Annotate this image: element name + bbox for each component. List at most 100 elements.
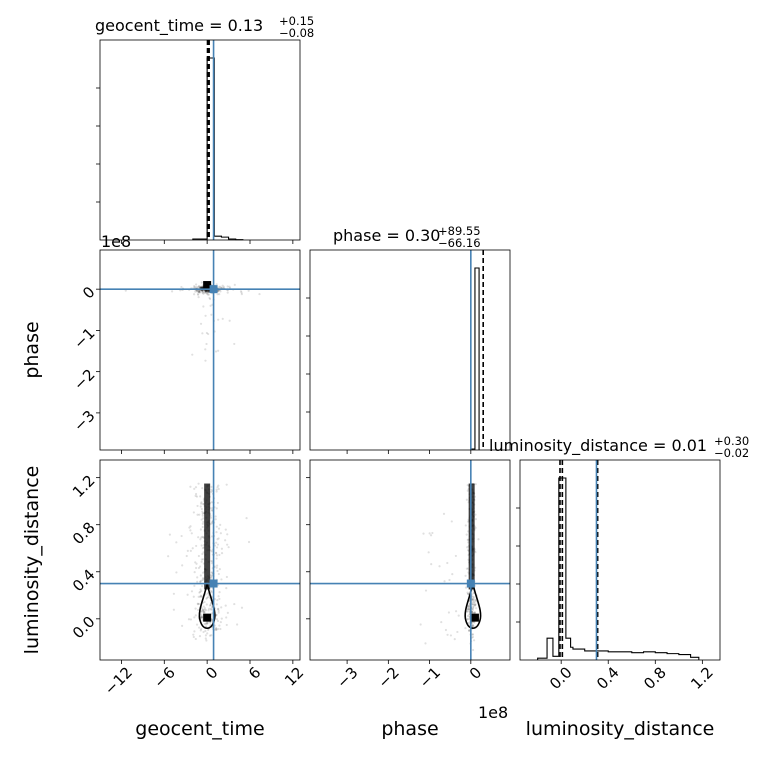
sample-point — [193, 285, 197, 289]
sample-point — [199, 588, 202, 591]
sample-point — [207, 293, 210, 296]
sample-point — [197, 554, 200, 558]
sample-point — [200, 616, 203, 619]
x-tick-label-geocent-time: −6 — [150, 663, 178, 691]
sample-point — [208, 604, 212, 607]
sample-point — [473, 603, 476, 607]
sample-point — [472, 596, 475, 599]
sample-point — [203, 291, 206, 294]
sample-point — [194, 566, 198, 570]
panel-phase-vs-luminosity-distance-frame — [309, 459, 511, 661]
sample-point — [200, 616, 203, 619]
sample-point — [199, 286, 202, 289]
sample-point — [215, 627, 218, 630]
sample-point — [427, 551, 430, 554]
sample-point — [467, 592, 470, 595]
sample-point — [465, 498, 468, 501]
sample-point — [197, 536, 200, 539]
x-tick-label-phase: −3 — [333, 663, 361, 691]
sample-point — [204, 289, 208, 293]
sample-point — [442, 512, 446, 515]
data-layer — [124, 57, 700, 660]
sample-point — [466, 617, 469, 621]
sample-point — [214, 350, 218, 353]
sample-point — [207, 290, 210, 294]
sample-point — [196, 504, 199, 508]
sample-point — [215, 525, 218, 528]
sample-point — [205, 291, 208, 294]
sample-point — [219, 627, 222, 631]
sample-point — [438, 565, 441, 568]
sample-point — [216, 608, 220, 611]
x-tick-label-geocent-time: −12 — [101, 663, 136, 698]
sample-point — [467, 592, 470, 596]
sample-point — [222, 285, 225, 288]
sample-point — [210, 522, 213, 525]
sample-point — [200, 507, 203, 511]
sample-point — [192, 635, 195, 639]
sample-point — [217, 349, 220, 352]
sample-point — [466, 610, 469, 613]
sample-point — [206, 622, 209, 625]
sample-point — [466, 549, 470, 552]
sample-point — [191, 353, 194, 356]
sample-point — [193, 630, 196, 633]
sample-point — [245, 517, 248, 520]
y-tick-label-phase: 0 — [79, 283, 98, 302]
sample-point — [175, 571, 178, 574]
sample-point — [471, 599, 474, 602]
sample-point — [215, 546, 219, 549]
sample-point — [197, 482, 200, 485]
sample-point — [211, 507, 214, 510]
sample-point — [454, 610, 458, 613]
sample-point — [471, 603, 475, 606]
x-tick-label-luminosity-distance: 0.0 — [546, 663, 576, 693]
sample-point — [205, 289, 208, 292]
x-tick-label-phase: −2 — [374, 663, 402, 691]
sample-point — [202, 605, 205, 608]
sample-point — [200, 614, 204, 618]
sample-point — [198, 291, 201, 294]
x-tick-label-geocent-time: 6 — [245, 663, 264, 682]
sample-point — [197, 290, 200, 294]
sample-point — [206, 621, 209, 624]
sample-point — [206, 592, 210, 595]
sample-point — [195, 285, 199, 289]
sample-point — [200, 281, 203, 284]
sample-point — [200, 613, 203, 616]
svg-text:−0.02: −0.02 — [714, 446, 749, 460]
sample-point — [172, 608, 175, 611]
sample-point — [201, 510, 204, 513]
sample-point — [473, 621, 476, 624]
sample-point — [466, 567, 470, 570]
sample-point — [197, 293, 200, 296]
sample-point — [205, 289, 208, 293]
sample-point — [218, 568, 221, 571]
svg-text:−66.16: −66.16 — [438, 236, 481, 250]
sample-point — [466, 606, 470, 609]
sample-point — [203, 622, 206, 626]
sample-point — [227, 546, 230, 549]
sample-point — [466, 483, 469, 487]
x-tick-label-phase: −1 — [416, 663, 444, 691]
sample-point — [200, 627, 203, 631]
sample-point — [471, 598, 475, 601]
sample-point — [228, 319, 231, 322]
sample-point — [205, 292, 209, 295]
sample-point — [203, 290, 207, 293]
sample-point — [215, 618, 219, 621]
sample-point — [216, 486, 219, 489]
sample-point — [200, 286, 203, 289]
sample-point — [467, 629, 471, 633]
sample-point — [215, 557, 218, 560]
sample-point — [190, 532, 193, 535]
y-tick-label-phase: −3 — [70, 407, 98, 435]
sample-point — [195, 562, 198, 565]
sample-point — [186, 549, 189, 552]
sample-point — [202, 292, 205, 295]
sample-point — [471, 635, 475, 639]
sample-point — [192, 595, 195, 598]
sample-point — [220, 552, 224, 555]
sample-point — [200, 579, 203, 582]
sample-point — [215, 507, 218, 510]
